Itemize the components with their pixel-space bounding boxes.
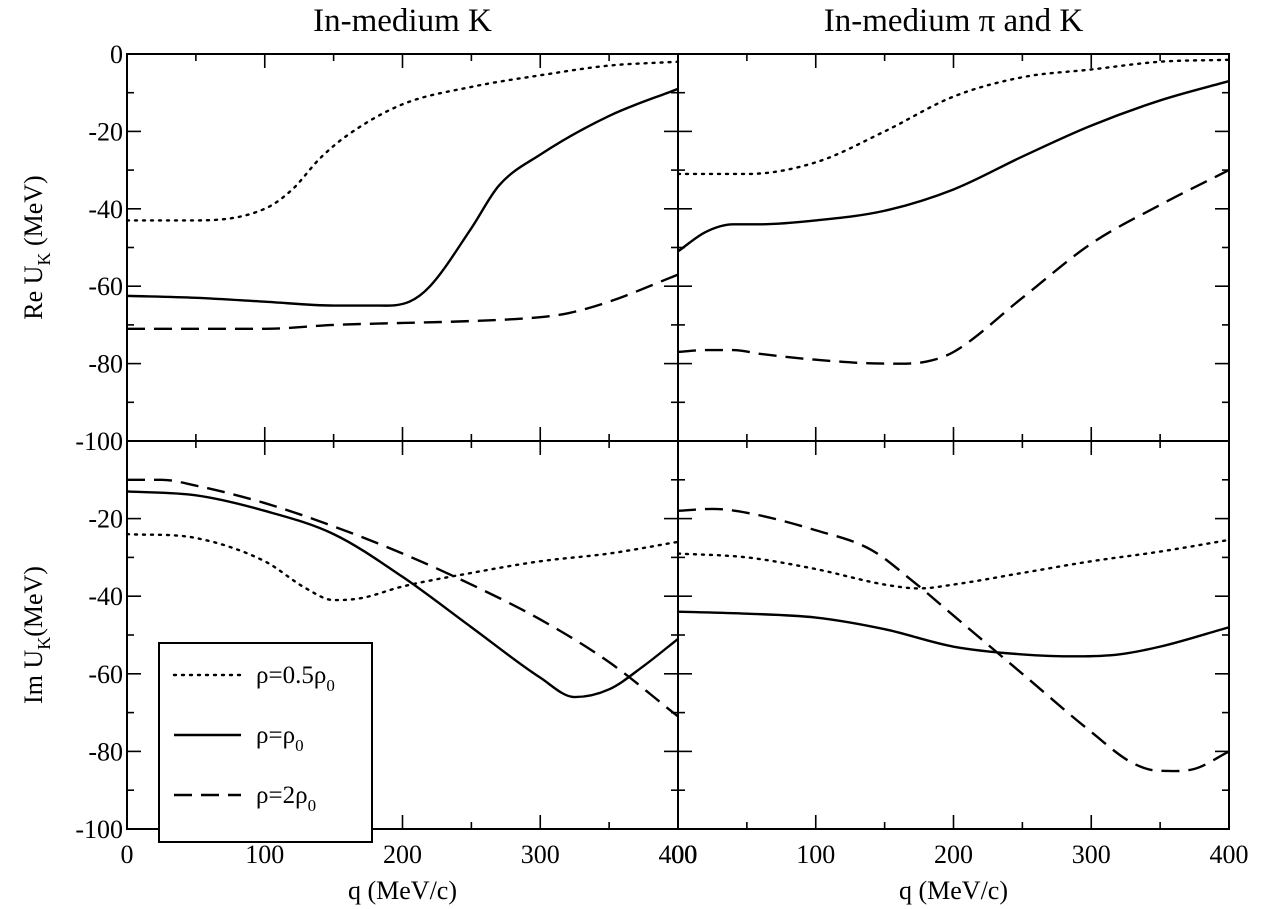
x-tick-label: 200 bbox=[383, 840, 422, 869]
series-solid-line bbox=[677, 610, 1230, 658]
x-tick-label: 100 bbox=[796, 840, 835, 869]
legend-entry-label: ρ=ρ0 bbox=[256, 722, 304, 755]
x-axis-label: q (MeV/c) bbox=[899, 876, 1008, 905]
y-axis-label: Re UK (MeV) bbox=[19, 175, 54, 319]
x-tick-label: 300 bbox=[521, 840, 560, 869]
y-tick-label: 0 bbox=[110, 40, 123, 69]
x-axis-label: q (MeV/c) bbox=[348, 876, 457, 905]
y-tick-label: -60 bbox=[88, 272, 123, 301]
panels: 0 -20 -40 -60 -80 -100 In-medium K Re UK (MeV) I… bbox=[19, 3, 1249, 905]
x-tick-label: 400 bbox=[1210, 840, 1249, 869]
series-dotted-line bbox=[125, 60, 680, 222]
y-tick-label: -100 bbox=[75, 427, 123, 456]
y-tick-label: -100 bbox=[75, 815, 123, 844]
panel-title: In-medium K bbox=[313, 3, 492, 39]
panel-top-left: 0 -20 -40 -60 -80 -100 In-medium K Re UK (MeV) bbox=[19, 3, 680, 456]
x-tick-label: 400 bbox=[659, 840, 698, 869]
legend-entry-label: ρ=0.5ρ0 bbox=[256, 662, 335, 695]
series-dashed-line bbox=[677, 169, 1230, 365]
series-dotted-line bbox=[676, 58, 1231, 176]
plot-frame bbox=[126, 53, 679, 442]
y-tick-label: -80 bbox=[88, 350, 123, 379]
panel-bottom-right: 00 100 200 300 400 q (MeV/c) bbox=[671, 440, 1249, 905]
series-dashed-line bbox=[127, 478, 679, 718]
series-dashed-line bbox=[677, 507, 1230, 773]
x-tick-label: 0 bbox=[121, 840, 134, 869]
x-tick-label: 100 bbox=[245, 840, 284, 869]
y-tick-label: -60 bbox=[88, 660, 123, 689]
panel-title: In-medium π and K bbox=[824, 3, 1084, 39]
x-tick-label: 00 bbox=[671, 840, 697, 869]
x-tick-label: 300 bbox=[1072, 840, 1111, 869]
legend-box bbox=[158, 642, 373, 843]
series-dashed-line bbox=[127, 273, 679, 330]
y-tick-label: -80 bbox=[88, 737, 123, 766]
legend: ρ=0.5ρ0 ρ=ρ0 ρ=2ρ0 bbox=[158, 642, 373, 843]
y-tick-label: -40 bbox=[88, 582, 123, 611]
y-tick-label: -20 bbox=[88, 117, 123, 146]
series-solid-line bbox=[126, 87, 679, 307]
y-axis-label: Im UK(MeV) bbox=[19, 566, 54, 704]
panel-top-right: In-medium π and K bbox=[676, 3, 1231, 442]
plot-frame bbox=[677, 440, 1230, 830]
y-tick-label: -20 bbox=[88, 505, 123, 534]
plot-frame bbox=[677, 53, 1230, 442]
legend-entry-label: ρ=2ρ0 bbox=[256, 782, 316, 815]
series-dotted-line bbox=[125, 532, 680, 602]
series-solid-line bbox=[677, 79, 1230, 253]
series-dotted-line bbox=[676, 538, 1231, 590]
series-solid-line bbox=[126, 490, 679, 699]
y-tick-label: -40 bbox=[88, 195, 123, 224]
x-tick-label: 200 bbox=[934, 840, 973, 869]
